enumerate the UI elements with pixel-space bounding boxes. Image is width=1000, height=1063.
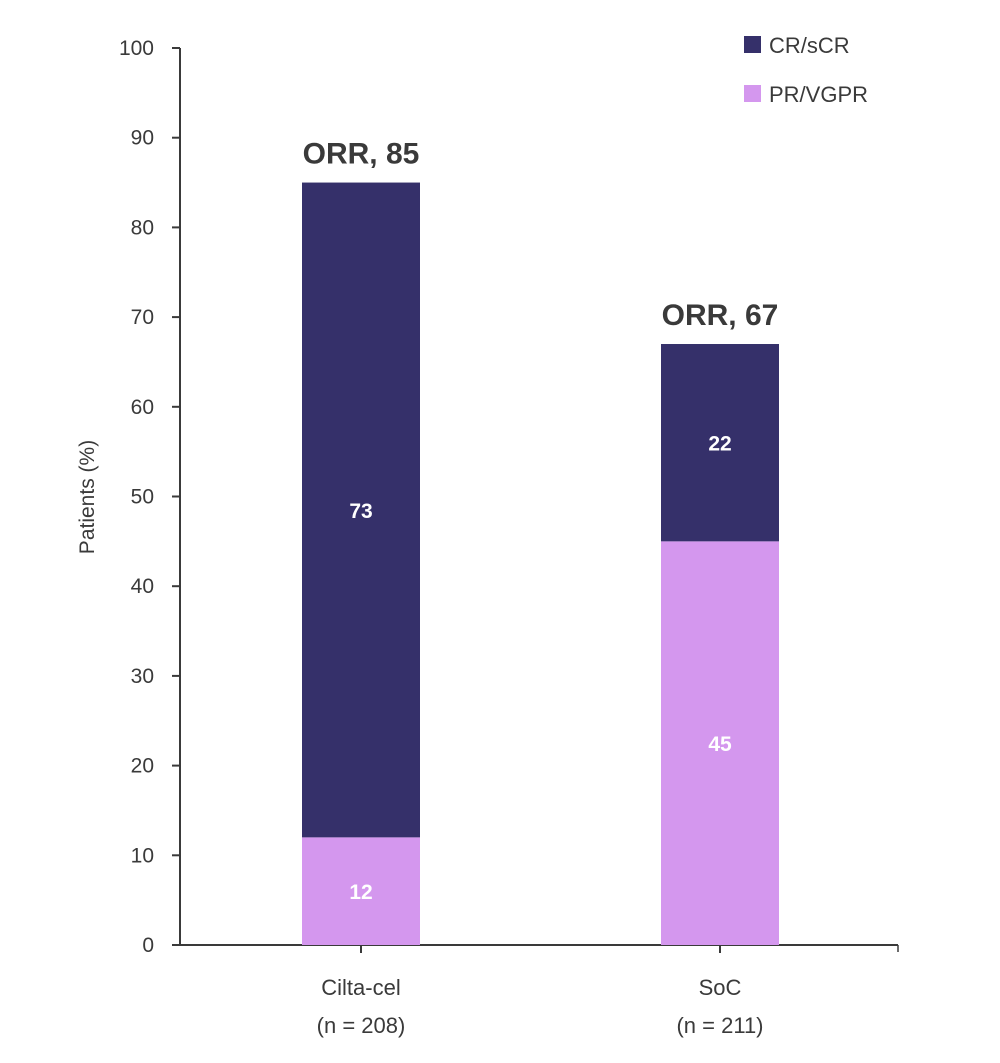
legend-label: CR/sCR: [769, 33, 850, 58]
bar-pr-vgpr-cilta-cel: [302, 837, 420, 945]
orr-total-label: ORR, 85: [303, 138, 420, 171]
y-tick-label: 40: [131, 575, 154, 598]
y-tick-label: 20: [131, 755, 154, 778]
segment-value-label: 22: [708, 433, 731, 456]
y-tick-label: 90: [131, 127, 154, 150]
y-tick-label: 50: [131, 486, 154, 509]
y-tick-label: 0: [142, 934, 154, 957]
legend-label: PR/VGPR: [769, 82, 868, 107]
x-tick-label: Cilta-cel: [321, 975, 400, 1000]
legend-swatch-cr-scr: [744, 36, 761, 53]
y-tick-label: 80: [131, 216, 154, 239]
y-tick-label: 60: [131, 396, 154, 419]
y-tick-label: 30: [131, 665, 154, 688]
segment-value-label: 73: [349, 500, 372, 523]
x-tick-sublabel: (n = 208): [317, 1013, 406, 1038]
bars: [302, 182, 779, 945]
y-tick-label: 70: [131, 306, 154, 329]
x-tick-label: SoC: [699, 975, 742, 1000]
y-axis: 0 10 20 30 40 50 60 70 80 90 100: [119, 37, 181, 957]
orr-total-label: ORR, 67: [662, 299, 779, 332]
legend-swatch-pr-vgpr: [744, 85, 761, 102]
labels: 12 73 ORR, 85 45 22 ORR, 67: [303, 138, 779, 905]
y-axis-title: Patients (%): [76, 440, 99, 554]
y-tick-label: 10: [131, 844, 154, 867]
bar-cr-scr-soc: [661, 344, 779, 542]
bar-cr-scr-cilta-cel: [302, 182, 420, 838]
legend: CR/sCR PR/VGPR: [744, 33, 868, 107]
segment-value-label: 12: [349, 881, 372, 904]
y-tick-label: 100: [119, 37, 154, 60]
segment-value-label: 45: [708, 733, 732, 756]
x-tick-sublabel: (n = 211): [676, 1013, 763, 1038]
x-axis: Cilta-cel (n = 208) SoC (n = 211): [180, 944, 899, 1038]
bar-pr-vgpr-soc: [661, 541, 779, 945]
